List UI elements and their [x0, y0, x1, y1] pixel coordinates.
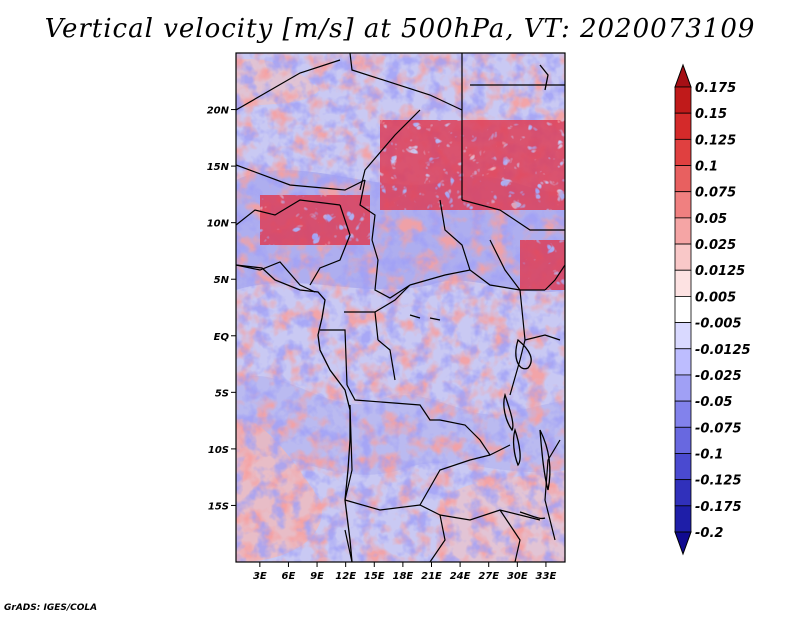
colorbar-swatch [674, 86, 692, 114]
lon-tick-label: 6E [282, 571, 296, 582]
lon-tick-label: 27E [478, 571, 499, 582]
lon-tick-label: 33E [536, 571, 557, 582]
coastline [236, 64, 551, 562]
colorbar-swatch [674, 217, 692, 245]
colorbar-label: -0.05 [695, 395, 732, 410]
map-frame [235, 52, 566, 563]
footer-credit: GrADS: IGES/COLA [4, 603, 98, 613]
colorbar-swatch [674, 112, 692, 140]
lat-tick-label: 20N [207, 106, 230, 117]
colorbar-swatch [674, 374, 692, 402]
colorbar: 0.175 0.15 0.125 0.1 0.075 0.05 0.025 0.0125 0.0… [674, 63, 751, 556]
colorbar-label: -0.025 [695, 369, 742, 384]
colorbar-label: 0.1 [695, 160, 718, 175]
colorbar-swatch [674, 165, 692, 193]
lat-tick-label: 15S [208, 501, 229, 512]
colorbar-swatch [674, 400, 692, 428]
colorbar-label: 0.075 [695, 186, 736, 201]
colorbar-label: -0.1 [695, 447, 723, 462]
lon-tick-label: 12E [335, 571, 356, 582]
lon-tick-label: 30E [507, 571, 528, 582]
colorbar-label: -0.2 [695, 526, 723, 541]
lat-tick-label: 10N [207, 219, 230, 230]
colorbar-top-arrow [674, 63, 692, 88]
lon-tick-label: 21E [421, 571, 442, 582]
colorbar-label: 0.05 [695, 212, 727, 227]
colorbar-swatch [674, 348, 692, 376]
lon-tick-label: 15E [364, 571, 385, 582]
colorbar-label: 0.125 [695, 133, 736, 148]
colorbar-label: -0.0125 [695, 343, 751, 358]
colorbar-swatch [674, 479, 692, 507]
colorbar-swatch [674, 322, 692, 350]
lat-tick-label: EQ [214, 332, 230, 343]
colorbar-swatch [674, 191, 692, 219]
colorbar-label: 0.005 [695, 290, 736, 305]
lon-tick-label: 3E [253, 571, 267, 582]
lon-tick-label: 9E [310, 571, 324, 582]
country-boundaries [236, 53, 565, 562]
colorbar-label: -0.125 [695, 474, 742, 489]
lat-tick-label: 15N [207, 162, 230, 173]
colorbar-label: 0.0125 [695, 264, 745, 279]
lat-tick-label: 5N [214, 275, 230, 286]
colorbar-label: -0.005 [695, 317, 742, 332]
lon-tick-label: 24E [450, 571, 471, 582]
velocity-field [236, 53, 565, 562]
map-axes: 20N 15N 10N 5N EQ 5S 10S 15S 3E 6E 9E 12E 15E 18E 21E 2… [207, 106, 557, 582]
colorbar-label: 0.15 [695, 107, 727, 122]
colorbar-label: 0.025 [695, 238, 736, 253]
lat-tick-label: 10S [208, 445, 229, 456]
colorbar-label: -0.075 [695, 421, 742, 436]
lat-tick-label: 5S [215, 388, 229, 399]
colorbar-swatch [674, 243, 692, 271]
lon-tick-label: 18E [393, 571, 414, 582]
colorbar-bottom-arrow [674, 531, 692, 556]
colorbar-swatch [674, 453, 692, 481]
colorbar-swatch [674, 269, 692, 297]
colorbar-swatch [674, 505, 692, 533]
colorbar-swatch [674, 296, 692, 323]
colorbar-swatch [674, 426, 692, 454]
chart-title: Vertical velocity [m/s] at 500hPa, VT: 2… [44, 14, 756, 44]
colorbar-label: -0.175 [695, 500, 742, 515]
colorbar-swatch [674, 138, 692, 166]
colorbar-label: 0.175 [695, 81, 736, 96]
